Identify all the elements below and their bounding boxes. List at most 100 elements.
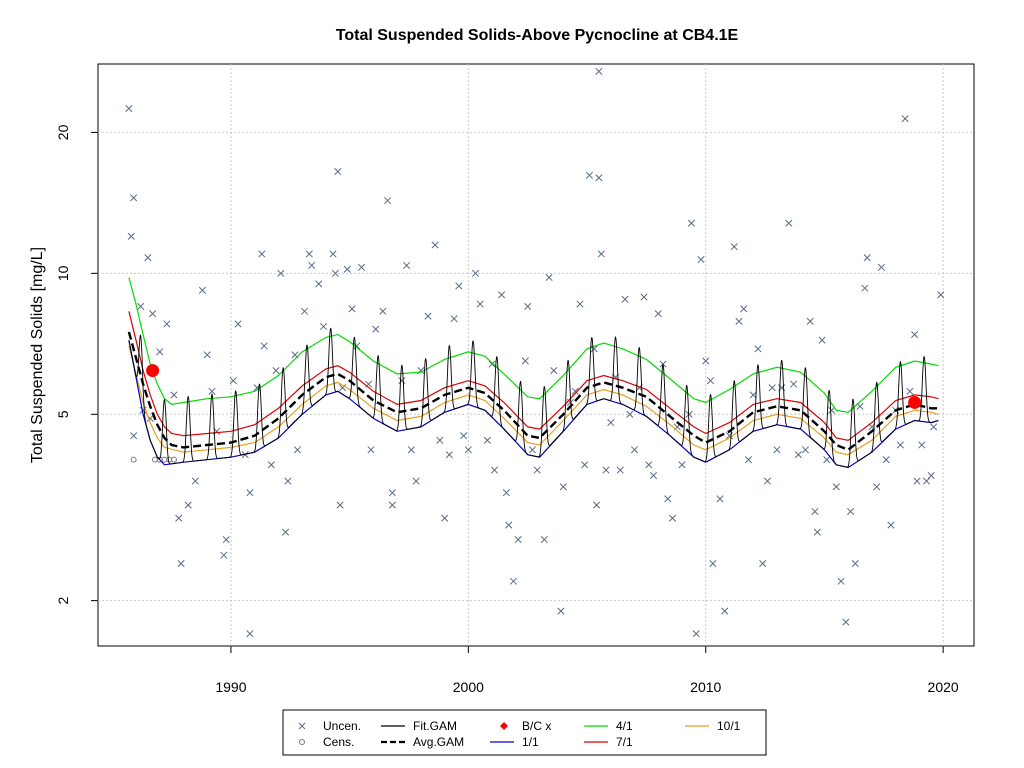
uncensored-point xyxy=(514,536,522,544)
uncensored-point xyxy=(730,243,738,251)
uncensored-point xyxy=(811,507,819,516)
uncensored-point xyxy=(545,273,553,282)
uncensored-point xyxy=(842,618,850,626)
uncensored-point xyxy=(528,446,536,454)
uncensored-point xyxy=(706,377,715,385)
legend-cross-icon xyxy=(298,722,306,730)
uncensored-point xyxy=(861,284,869,292)
uncensored-point xyxy=(832,483,840,491)
uncensored-point xyxy=(398,377,406,385)
uncensored-point xyxy=(744,456,753,464)
x-axis: 1990 2000 2010 2020 xyxy=(215,646,959,695)
uncensored-point xyxy=(922,477,931,485)
x-tick-label: 2000 xyxy=(453,679,484,695)
uncensored-point xyxy=(125,104,133,113)
uncensored-point xyxy=(721,607,729,615)
uncensored-point xyxy=(175,514,183,522)
uncensored-point xyxy=(873,483,881,491)
uncensored-point xyxy=(509,577,518,585)
legend: Uncen. Cens. Fit.GAM Avg.GAM B/C x 1/1 4/1 7/1 1… xyxy=(282,709,767,756)
uncensored-point xyxy=(234,320,242,328)
uncensored-point xyxy=(559,483,567,491)
censored-point xyxy=(170,456,177,463)
uncensored-point xyxy=(284,477,292,485)
y-tick-label: 5 xyxy=(55,410,71,418)
uncensored-point xyxy=(768,384,776,392)
uncensored-point xyxy=(664,495,672,503)
uncensored-point xyxy=(595,67,603,75)
x-tick-label: 2010 xyxy=(690,679,721,695)
uncensored-point xyxy=(412,477,420,485)
legend-label: Uncen. xyxy=(323,719,361,733)
uncensored-point xyxy=(585,171,593,179)
uncensored-point xyxy=(460,432,468,440)
curve-10-1 xyxy=(128,345,939,456)
uncensored-point xyxy=(823,456,831,464)
uncensored-point xyxy=(191,477,199,485)
uncensored-point xyxy=(348,305,356,313)
uncensored-point xyxy=(740,305,748,313)
uncensored-point xyxy=(246,630,254,638)
uncensored-point xyxy=(170,391,178,399)
uncensored-point xyxy=(384,197,392,205)
uncensored-point xyxy=(319,322,328,331)
uncensored-point xyxy=(846,507,855,516)
data-points xyxy=(125,67,945,638)
uncensored-point xyxy=(229,377,237,385)
uncensored-point xyxy=(357,263,366,271)
x-tick-label: 1990 xyxy=(215,679,246,695)
uncensored-point xyxy=(896,441,904,449)
uncensored-point xyxy=(901,115,909,123)
uncensored-point xyxy=(353,342,361,350)
uncensored-point xyxy=(436,436,444,444)
uncensored-point xyxy=(441,514,449,522)
uncensored-point xyxy=(407,446,415,454)
chart-title: Total Suspended Solids-Above Pycnocline … xyxy=(336,27,739,44)
uncensored-point xyxy=(198,286,207,294)
uncensored-point xyxy=(763,477,772,485)
uncensored-point xyxy=(595,174,603,182)
uncensored-point xyxy=(918,441,926,449)
uncensored-point xyxy=(630,446,639,454)
uncensored-point xyxy=(576,300,584,308)
legend-box xyxy=(282,709,767,756)
uncensored-point xyxy=(329,250,337,258)
legend-label: B/C x xyxy=(522,719,551,733)
uncensored-point xyxy=(863,254,871,262)
uncensored-point xyxy=(645,461,653,469)
uncensored-point xyxy=(424,312,432,320)
uncensored-point xyxy=(184,501,192,509)
uncensored-point xyxy=(581,461,589,469)
bc-marker xyxy=(908,395,922,409)
legend-label: 1/1 xyxy=(522,735,539,749)
uncensored-point xyxy=(293,446,301,454)
uncensored-point xyxy=(222,536,230,544)
uncensored-point xyxy=(258,250,266,258)
uncensored-point xyxy=(343,265,351,273)
uncensored-point xyxy=(749,391,757,399)
uncensored-point xyxy=(716,495,724,503)
uncensored-point xyxy=(913,477,921,485)
curve-fit-gam xyxy=(128,327,939,468)
uncensored-point xyxy=(801,446,810,454)
uncensored-point xyxy=(488,360,496,368)
y-tick-label: 10 xyxy=(55,265,71,281)
uncensored-point xyxy=(490,466,499,474)
uncensored-point xyxy=(388,501,396,509)
uncensored-point xyxy=(450,315,458,323)
uncensored-point xyxy=(557,607,565,615)
uncensored-point xyxy=(372,325,380,333)
uncensored-point xyxy=(338,384,347,392)
uncensored-point xyxy=(687,219,696,227)
y-axis-label: Total Suspended Solids [mg/L] xyxy=(29,247,46,463)
uncensored-point xyxy=(790,380,798,388)
bc-markers xyxy=(146,364,922,409)
uncensored-point xyxy=(498,291,506,299)
uncensored-point xyxy=(754,345,762,353)
uncensored-point xyxy=(785,219,793,227)
uncensored-point xyxy=(616,466,624,474)
uncensored-point xyxy=(887,521,895,529)
uncensored-point xyxy=(877,263,885,271)
uncensored-point xyxy=(331,269,339,277)
